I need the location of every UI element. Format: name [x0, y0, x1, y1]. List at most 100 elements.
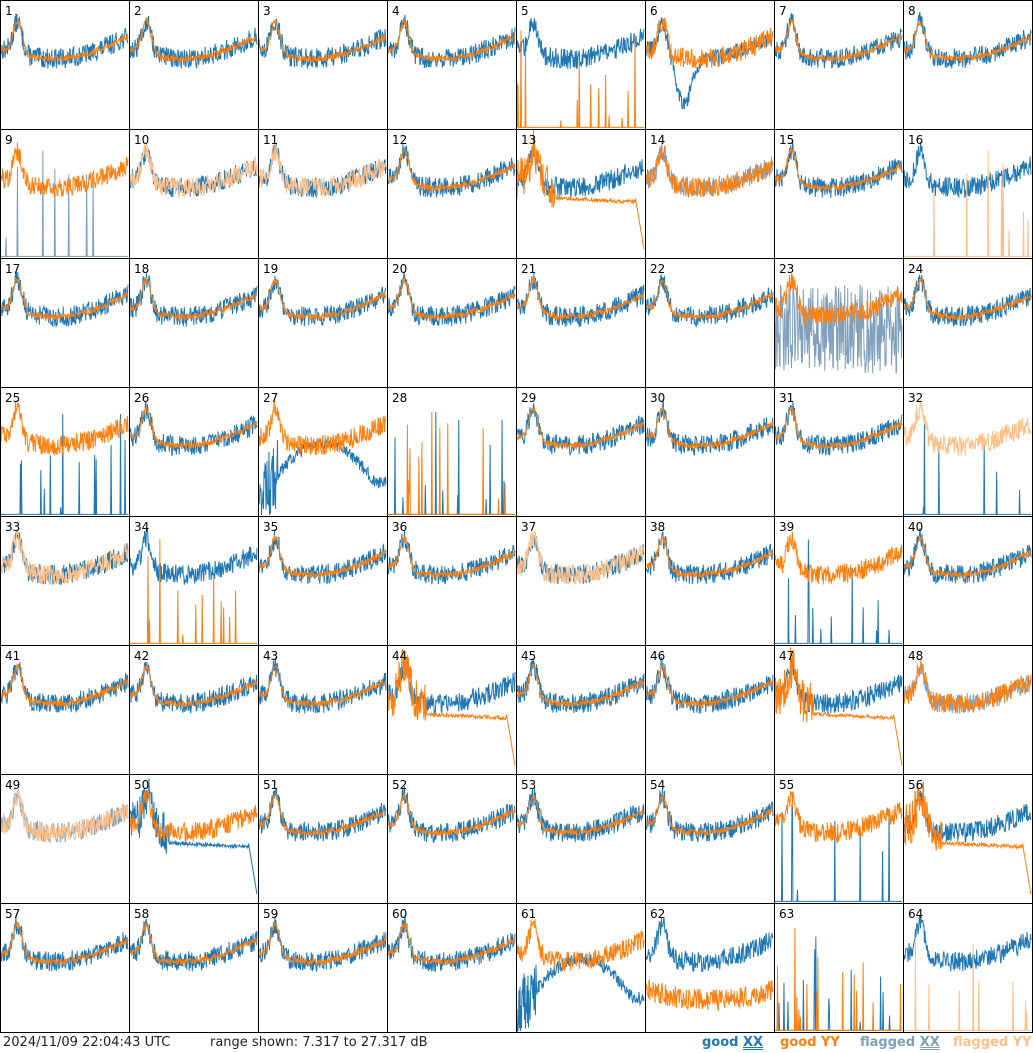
panel-label: 11: [263, 133, 278, 147]
panel-frame: [645, 516, 775, 646]
series-yy-line: [129, 922, 258, 966]
panel-frame: [774, 516, 904, 646]
series-yy-line: [387, 149, 516, 192]
panel-frame: [387, 0, 517, 130]
antenna-panel: 56: [903, 774, 1033, 904]
series-yy-line: [129, 664, 258, 709]
antenna-panel: 30: [645, 387, 775, 517]
legend-good-xx-pol: XX: [743, 1035, 764, 1050]
legend-good-xx: good XX: [702, 1035, 763, 1050]
panel-label: 44: [392, 649, 407, 663]
series-yy-line: [645, 145, 774, 198]
antenna-panel: 51: [258, 774, 388, 904]
panel-frame: [0, 129, 130, 259]
series-yy-line: [516, 662, 645, 708]
antenna-panel: 11: [258, 129, 388, 259]
panel-label: 38: [650, 520, 665, 534]
antenna-panel: 64: [903, 903, 1033, 1033]
series-yy-line: [903, 400, 1032, 456]
series-xx-line: [774, 284, 903, 374]
series-xx-line: [387, 786, 516, 843]
panel-label: 2: [134, 4, 142, 18]
panel-label: 25: [5, 391, 20, 405]
series-yy-line: [258, 664, 387, 708]
series-yy-line: [774, 531, 903, 585]
panel-label: 32: [908, 391, 923, 405]
panel-label: 64: [908, 907, 923, 921]
series-yy-line: [645, 664, 774, 709]
series-yy-line: [903, 781, 1032, 895]
series-yy-line: [129, 143, 258, 199]
series-yy-line: [516, 129, 645, 250]
series-xx-line: [258, 657, 387, 714]
antenna-panel: 55: [774, 774, 904, 904]
panel-frame: [258, 903, 388, 1033]
series-yy-line: [129, 789, 258, 843]
series-yy-line: [904, 941, 1031, 1031]
series-xx-line: [516, 403, 645, 456]
antenna-panel: 4: [387, 0, 517, 130]
panel-frame: [129, 903, 259, 1033]
series-yy-line: [258, 278, 387, 321]
series-xx-line: [0, 529, 129, 585]
panel-label: 26: [134, 391, 149, 405]
panel-label: 47: [779, 649, 794, 663]
panel-label: 51: [263, 778, 278, 792]
antenna-panel: 54: [645, 774, 775, 904]
series-yy-line: [387, 18, 516, 63]
antenna-panel: 16: [903, 129, 1033, 259]
antenna-panel: 14: [645, 129, 775, 259]
series-yy-line: [130, 538, 257, 644]
panel-label: 56: [908, 778, 923, 792]
antenna-panel: 20: [387, 258, 517, 388]
panel-frame: [516, 645, 646, 775]
antenna-panel: 5: [516, 0, 646, 130]
panel-label: 42: [134, 649, 149, 663]
series-xx-line: [903, 11, 1032, 69]
series-xx-line: [387, 143, 516, 198]
series-yy-line: [0, 921, 129, 966]
antenna-panel: 9: [0, 129, 130, 259]
series-xx-line: [0, 917, 129, 972]
antenna-panel: 1: [0, 0, 130, 130]
panel-label: 60: [392, 907, 407, 921]
series-yy-line: [645, 17, 774, 69]
panel-frame: [903, 0, 1033, 130]
series-xx-line: [516, 18, 645, 69]
antenna-panel: 31: [774, 387, 904, 517]
panel-label: 7: [779, 4, 787, 18]
panel-label: 15: [779, 133, 794, 147]
panel-label: 33: [5, 520, 20, 534]
series-yy-line: [645, 279, 774, 320]
series-xx-line: [645, 17, 774, 110]
legend-good-yy-word: good: [780, 1035, 817, 1050]
panel-label: 5: [521, 4, 529, 18]
series-xx-line: [645, 656, 774, 714]
series-xx-line: [774, 658, 903, 714]
series-yy-line: [258, 19, 387, 63]
series-xx-line: [645, 399, 774, 456]
antenna-panel: 46: [645, 645, 775, 775]
antenna-panel: 57: [0, 903, 130, 1033]
panel-frame: [258, 516, 388, 646]
series-xx-line: [129, 661, 258, 714]
panel-label: 35: [263, 520, 278, 534]
series-xx-line: [516, 273, 645, 329]
series-yy-line: [645, 792, 774, 837]
antenna-panel: 42: [129, 645, 259, 775]
antenna-panel: 37: [516, 516, 646, 646]
series-xx-line: [645, 531, 774, 585]
panel-label: 50: [134, 778, 149, 792]
antenna-panel: 58: [129, 903, 259, 1033]
series-xx-line: [129, 15, 258, 70]
series-yy-line: [0, 19, 129, 63]
series-yy-line: [258, 921, 387, 967]
series-yy-line: [0, 277, 129, 322]
panel-label: 4: [392, 4, 400, 18]
panel-label: 12: [392, 133, 407, 147]
series-yy-line: [387, 922, 516, 965]
series-yy-line: [387, 535, 516, 579]
antenna-panel: 15: [774, 129, 904, 259]
series-yy-line: [258, 535, 387, 579]
panel-label: 36: [392, 520, 407, 534]
